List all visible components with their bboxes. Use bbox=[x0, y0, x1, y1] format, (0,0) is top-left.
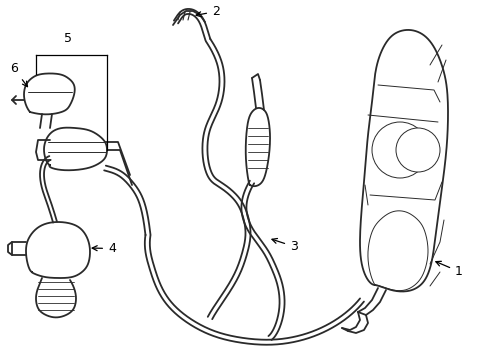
Text: 4: 4 bbox=[92, 242, 116, 255]
Text: 6: 6 bbox=[10, 62, 27, 87]
Text: 2: 2 bbox=[196, 5, 220, 18]
Circle shape bbox=[372, 122, 428, 178]
Circle shape bbox=[396, 128, 440, 172]
Text: 1: 1 bbox=[436, 261, 463, 278]
Text: 5: 5 bbox=[64, 32, 72, 45]
Text: 3: 3 bbox=[272, 238, 298, 253]
